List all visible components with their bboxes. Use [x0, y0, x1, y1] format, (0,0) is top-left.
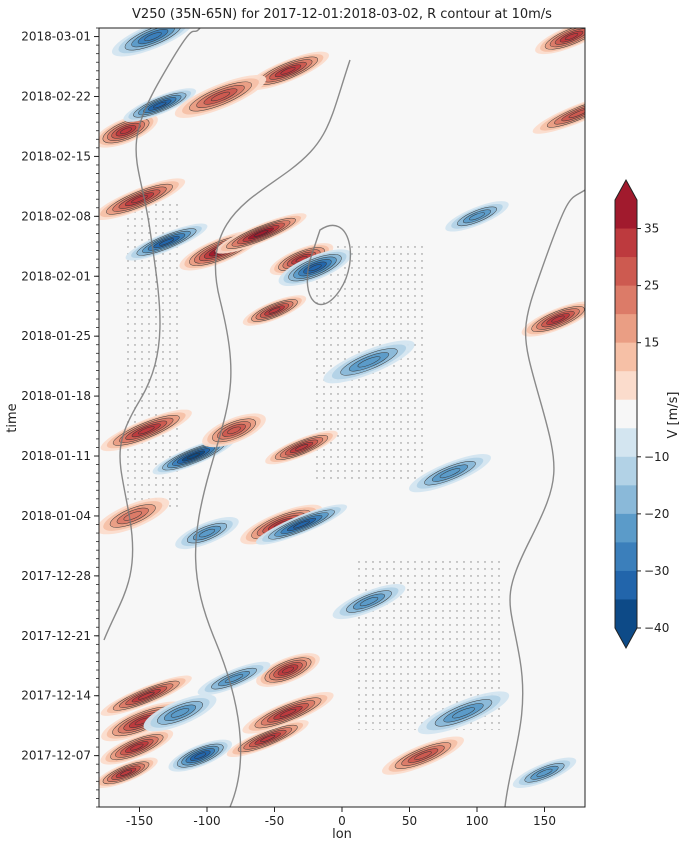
- x-tick-label: 150: [533, 814, 556, 828]
- colorbar-tick-label: −40: [644, 621, 669, 635]
- colorbar-segment: [615, 456, 637, 486]
- r-contour-line: [306, 224, 352, 306]
- x-tick-label: 100: [466, 814, 489, 828]
- colorbar-segment: [615, 428, 637, 458]
- colorbar-segment: [615, 200, 637, 230]
- v-anomaly-blob: [255, 504, 348, 545]
- v-anomaly-blob: [168, 739, 233, 772]
- y-tick-label: 2018-01-04: [21, 509, 91, 523]
- colorbar-tick-label: 25: [644, 279, 659, 293]
- v-anomaly-blob: [445, 201, 509, 232]
- v-anomaly-blob: [99, 178, 186, 220]
- v-anomaly-blob: [409, 453, 491, 493]
- v-anomaly-blob: [226, 720, 309, 757]
- v-anomaly-blob: [174, 75, 267, 118]
- v-anomaly-blob: [242, 692, 334, 734]
- v-anomaly-blob: [175, 517, 239, 550]
- colorbar-segment: [615, 257, 637, 287]
- y-tick-label: 2018-02-22: [21, 89, 91, 103]
- x-tick-label: -50: [265, 814, 285, 828]
- r-contour-line: [103, 28, 201, 641]
- colorbar-segment: [615, 399, 637, 429]
- v-anomaly-blob: [332, 583, 406, 620]
- v-anomaly-blob: [265, 430, 338, 465]
- colorbar-segment: [615, 314, 637, 344]
- x-axis-label: lon: [332, 827, 352, 842]
- v-anomaly-blob: [512, 757, 577, 788]
- colorbar-tick-label: −30: [644, 564, 669, 578]
- v-field-layer: [99, 28, 585, 807]
- v-anomaly-blob: [202, 413, 266, 448]
- colorbar-segment: [615, 285, 637, 315]
- x-tick-label: -100: [193, 814, 220, 828]
- v-anomaly-blob: [242, 295, 307, 326]
- v-anomaly-blob: [256, 653, 320, 687]
- v-anomaly-blob: [99, 497, 170, 535]
- y-tick-label: 2018-03-01: [21, 30, 91, 44]
- colorbar-segment: [615, 485, 637, 515]
- colorbar-segment: [615, 371, 637, 401]
- colorbar-segment: [615, 570, 637, 600]
- colorbar-tick-label: 35: [644, 222, 659, 236]
- v-anomaly-blob: [100, 675, 192, 716]
- r-contour-line: [504, 189, 585, 807]
- v-anomaly-blob: [247, 51, 329, 90]
- v-anomaly-blob: [323, 340, 415, 384]
- colorbar-tick-label: −10: [644, 450, 669, 464]
- y-tick-label: 2018-01-25: [21, 329, 91, 343]
- v-anomaly-blob: [382, 736, 464, 775]
- colorbar-label: V [m/s]: [666, 392, 681, 439]
- x-tick-label: 0: [338, 814, 346, 828]
- x-axis: -150 -100 -50 0 50 100 150: [126, 807, 556, 828]
- y-tick-label: 2018-02-08: [21, 209, 91, 223]
- y-tick-label: 2018-01-11: [21, 449, 91, 463]
- v-anomaly-blob: [417, 691, 510, 735]
- x-tick-label: -150: [126, 814, 153, 828]
- colorbar-segment: [615, 513, 637, 543]
- chart-title: V250 (35N-65N) for 2017-12-01:2018-03-02…: [132, 7, 552, 22]
- x-tick-label: 50: [402, 814, 417, 828]
- colorbar: 35 25 15 −10 −20 −30 −40: [614, 178, 669, 650]
- colorbar-segment: [615, 599, 637, 629]
- y-axis-label: time: [5, 403, 20, 432]
- y-tick-label: 2017-12-28: [21, 569, 91, 583]
- v-anomaly-blob: [100, 409, 192, 452]
- colorbar-extend-min: [615, 628, 637, 648]
- v-anomaly-blob: [532, 93, 585, 134]
- colorbar-extend-max: [615, 180, 637, 200]
- y-tick-label: 2017-12-07: [21, 749, 91, 763]
- colorbar-segment: [615, 342, 637, 372]
- colorbar-tick-label: −20: [644, 507, 669, 521]
- colorbar-tick-label: 15: [644, 336, 659, 350]
- colorbar-segment: [615, 542, 637, 572]
- v-anomaly-blob: [125, 223, 208, 261]
- y-axis: 2017-12-07 2017-12-14 2017-12-21 2017-12-28…: [21, 27, 99, 808]
- v-anomaly-blob: [143, 694, 217, 732]
- y-tick-label: 2018-02-15: [21, 149, 91, 163]
- y-tick-label: 2018-01-18: [21, 389, 91, 403]
- colorbar-segment: [615, 228, 637, 258]
- v-anomaly-blob: [278, 249, 352, 287]
- v-anomaly-blob: [100, 729, 174, 765]
- v-anomaly-blob: [521, 301, 585, 337]
- y-tick-label: 2018-02-01: [21, 269, 91, 283]
- v-anomaly-blob: [215, 213, 307, 254]
- v-anomaly-blob: [99, 757, 158, 788]
- r-contour-line: [194, 59, 351, 807]
- y-tick-label: 2017-12-21: [21, 629, 91, 643]
- colorbar-outline: [614, 178, 638, 650]
- y-tick-label: 2017-12-14: [21, 689, 91, 703]
